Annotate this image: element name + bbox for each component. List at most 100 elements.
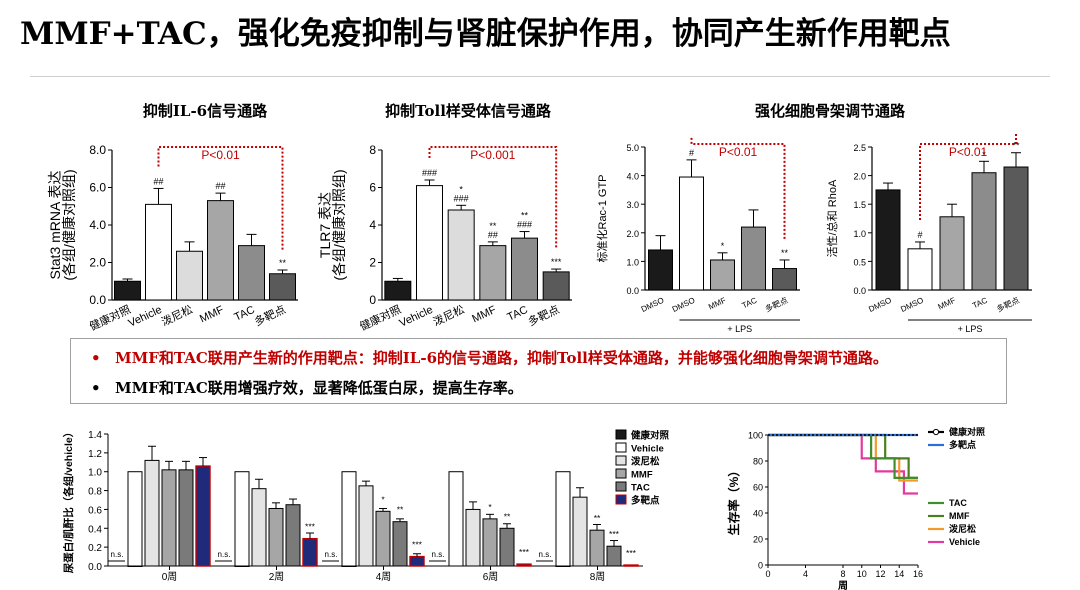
bar: [176, 250, 203, 301]
y-tick-label: 0.0: [853, 286, 866, 296]
bar: [516, 563, 532, 567]
significance-mark: ##: [488, 230, 498, 240]
y-tick-label: 2: [369, 256, 376, 270]
rhoa-bar-chart: 0.0 0.5 1.0 1.5 2.0 2.5 活性/总和 RhoA DMSO # DMSO MMF…: [825, 132, 1032, 334]
bar: [710, 259, 735, 291]
x-category-label: Vehicle: [127, 304, 164, 330]
bar: [465, 508, 481, 567]
p-value-label: P<0.01: [201, 148, 240, 162]
significance-mark: **: [594, 513, 601, 523]
bar: [207, 200, 234, 301]
significance-mark: #: [917, 230, 922, 240]
y-tick-label: 1.4: [88, 430, 102, 441]
bar: [251, 488, 267, 567]
x-tick-label: 0: [765, 569, 770, 579]
bar: [511, 237, 538, 301]
survival-line: [768, 433, 918, 480]
legend-label: 泼尼松: [631, 456, 660, 468]
ns-label: n.s.: [111, 550, 124, 559]
y-tick-label: 2.5: [853, 143, 866, 153]
x-tick-label: 10: [857, 569, 867, 579]
y-tick-label: 1.0: [626, 257, 639, 267]
bar: [907, 248, 933, 291]
y-axis-label: 尿蛋白/肌酐比（各组/vehicle）: [62, 427, 75, 573]
bar: [679, 176, 704, 291]
bar: [269, 273, 296, 301]
bar: [416, 185, 443, 301]
bar: [741, 226, 766, 291]
legend-label: 多靶点: [631, 495, 660, 507]
bar: [178, 469, 194, 567]
bar: [448, 471, 464, 567]
group-label: + LPS: [958, 324, 983, 334]
significance-mark: *: [982, 149, 986, 159]
y-tick-label: 0: [758, 561, 763, 571]
legend-marker: [932, 428, 940, 436]
y-axis-label: (各组/健康对照组): [61, 169, 77, 280]
significance-mark: ###: [517, 220, 532, 230]
ns-label: n.s.: [539, 550, 552, 559]
significance-mark: *: [488, 502, 492, 512]
legend-label: TAC: [631, 483, 650, 494]
x-category-label: TAC: [741, 296, 759, 311]
conclusion-text-2: MMF和TAC联用增强疗效，显著降低蛋白尿，提高生存率。: [115, 379, 523, 397]
y-tick-label: 60: [753, 483, 763, 493]
legend-label: Vehicle: [631, 444, 664, 455]
bar: [623, 564, 639, 567]
y-tick-label: 4: [369, 218, 376, 232]
significance-mark: **: [279, 258, 287, 268]
legend-swatch: [615, 442, 627, 453]
x-tick-label: 14: [894, 569, 904, 579]
bar: [606, 545, 622, 567]
panel-title-cytoskeleton: 强化细胞骨架调节通路: [754, 102, 906, 120]
significance-mark: ***: [305, 522, 316, 532]
y-tick-label: 2.0: [853, 172, 866, 182]
significance-mark: #: [689, 148, 694, 158]
x-category-label: DMSO: [899, 296, 925, 314]
legend-swatch: [615, 494, 627, 505]
y-tick-label: 8: [369, 143, 376, 157]
significance-mark: **: [781, 248, 789, 258]
y-axis-label: Stat3 mRNA 表达: [47, 171, 63, 280]
bar: [971, 172, 997, 291]
bar: [939, 216, 965, 291]
y-axis-label: TLR7 表达: [317, 192, 333, 258]
legend-label: MMF: [631, 470, 653, 481]
bar: [268, 507, 284, 567]
y-tick-label: 4.0: [89, 218, 106, 232]
x-axis-label: 周: [838, 580, 848, 590]
y-tick-label: 8.0: [89, 143, 106, 157]
y-tick-label: 4.0: [626, 172, 639, 182]
bar: [127, 471, 143, 567]
bar: [542, 271, 570, 301]
significance-mark: ***: [551, 257, 562, 267]
legend-swatch: [615, 468, 627, 479]
significance-mark: ***: [626, 548, 637, 558]
y-axis-label: 生存率（%）: [726, 465, 741, 536]
proteinuria-grouped-bar-chart: 0.0 0.2 0.4 0.6 0.8 1.0 1.2 1.4 尿蛋白/肌酐比（各组/vehic…: [62, 427, 670, 583]
x-category-label: DMSO: [867, 296, 893, 314]
x-tick-label: 12: [875, 569, 885, 579]
significance-mark: ***: [412, 540, 423, 550]
bar: [589, 529, 605, 567]
bar: [161, 469, 177, 567]
y-axis-label: (各组/健康对照组): [331, 169, 347, 280]
bar: [384, 280, 412, 301]
legend-label: 多靶点: [949, 439, 976, 450]
significance-mark: ###: [454, 193, 469, 203]
y-tick-label: 0.5: [853, 257, 866, 267]
group-label: + LPS: [727, 324, 752, 334]
bullet-dot-2: •: [91, 379, 101, 397]
bar: [302, 537, 318, 567]
ns-label: n.s.: [325, 550, 338, 559]
significance-bracket: [919, 132, 1017, 220]
p-value-label: P<0.01: [949, 145, 988, 159]
x-category-label: 多靶点: [252, 302, 288, 329]
y-tick-label: 1.0: [853, 229, 866, 239]
legend-swatch: [615, 455, 627, 466]
significance-mark: ##: [215, 181, 225, 191]
legend-label: 健康对照: [631, 430, 670, 442]
y-tick-label: 6.0: [89, 181, 106, 195]
y-tick-label: 1.2: [88, 449, 102, 460]
significance-mark: **: [521, 211, 529, 221]
